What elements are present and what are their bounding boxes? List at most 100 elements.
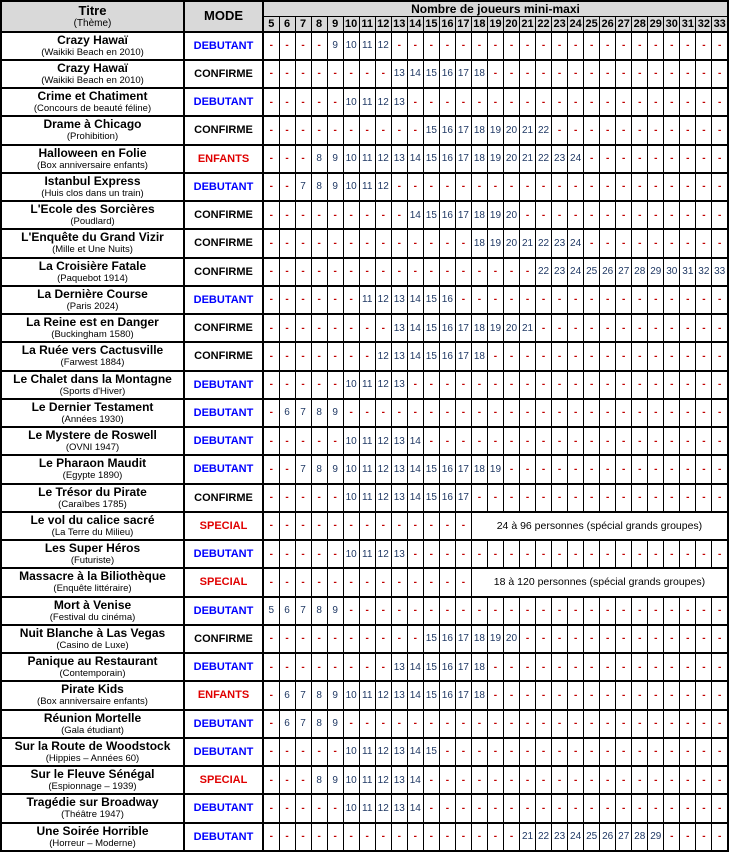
empty-dash-cell: -: [406, 567, 424, 598]
empty-dash-cell: -: [615, 143, 633, 174]
game-title-cell: L'Ecole des Sorcières (Poudlard): [0, 199, 185, 230]
empty-dash-cell: -: [454, 708, 472, 739]
game-title: Le vol du calice sacré: [30, 512, 155, 527]
empty-dash-cell: -: [310, 86, 328, 117]
empty-dash-cell: -: [438, 86, 456, 117]
empty-dash-cell: -: [711, 341, 729, 372]
empty-dash-cell: -: [663, 595, 681, 626]
empty-dash-cell: -: [406, 538, 424, 569]
empty-dash-cell: -: [615, 595, 633, 626]
empty-dash-cell: -: [310, 199, 328, 230]
empty-dash-cell: -: [583, 199, 601, 230]
table-row: Le vol du calice sacré (La Terre du Milie…: [0, 510, 729, 541]
empty-dash-cell: -: [535, 595, 553, 626]
empty-dash-cell: -: [663, 538, 681, 569]
player-count-cell: 13: [390, 651, 408, 682]
mode-cell: CONFIRME: [183, 256, 264, 287]
mode-cell: DEBUTANT: [183, 538, 264, 569]
player-count-cell: 28: [631, 821, 649, 852]
empty-dash-cell: -: [663, 341, 681, 372]
player-count-cell: 16: [438, 454, 456, 485]
empty-dash-cell: -: [502, 425, 521, 456]
player-count-cell: 5: [262, 595, 280, 626]
empty-dash-cell: -: [551, 312, 569, 343]
player-count-cell: 14: [406, 482, 424, 513]
empty-dash-cell: -: [326, 510, 344, 541]
player-count-column-header: 27: [615, 16, 633, 32]
empty-dash-cell: -: [663, 397, 681, 428]
game-title: Sur la Route de Woodstock: [14, 738, 171, 753]
game-title-cell: Crazy Hawaï (Waikiki Beach en 2010): [0, 30, 185, 61]
empty-dash-cell: -: [599, 595, 617, 626]
player-count-column-header: 21: [518, 16, 537, 32]
game-theme: (Contemporain): [59, 668, 126, 680]
player-count-column-header: 8: [310, 16, 328, 32]
empty-dash-cell: -: [470, 256, 488, 287]
empty-dash-cell: -: [374, 821, 392, 852]
empty-dash-cell: -: [615, 538, 633, 569]
player-count-cell: 21: [518, 143, 537, 174]
empty-dash-cell: -: [294, 651, 312, 682]
player-count-cell: 7: [294, 708, 312, 739]
special-group-range-cell: 18 à 120 personnes (spécial grands group…: [470, 567, 729, 598]
empty-dash-cell: -: [406, 595, 424, 626]
empty-dash-cell: -: [679, 115, 697, 146]
empty-dash-cell: -: [711, 86, 729, 117]
empty-dash-cell: -: [374, 58, 392, 89]
mode-cell: CONFIRME: [183, 341, 264, 372]
empty-dash-cell: -: [567, 793, 585, 824]
table-row: La Dernière Course (Paris 2024) DEBUTANT - -…: [0, 284, 729, 315]
player-count-cell: 10: [342, 538, 360, 569]
player-count-cell: 31: [679, 256, 697, 287]
empty-dash-cell: -: [262, 312, 280, 343]
empty-dash-cell: -: [278, 538, 296, 569]
empty-dash-cell: -: [647, 58, 665, 89]
player-count-cell: 20: [502, 228, 521, 259]
game-title-cell: Le Pharaon Maudit (Egypte 1890): [0, 454, 185, 485]
empty-dash-cell: -: [438, 171, 456, 202]
empty-dash-cell: -: [454, 793, 472, 824]
empty-dash-cell: -: [502, 708, 521, 739]
player-count-cell: 12: [374, 143, 392, 174]
mode-cell: DEBUTANT: [183, 397, 264, 428]
table-row: L'Ecole des Sorcières (Poudlard) CONFIRME -…: [0, 199, 729, 230]
game-theme: (Poudlard): [70, 216, 115, 228]
empty-dash-cell: -: [518, 482, 537, 513]
empty-dash-cell: -: [310, 736, 328, 767]
player-count-cell: 18: [470, 143, 488, 174]
game-title-cell: Crazy Hawaï (Waikiki Beach en 2010): [0, 58, 185, 89]
game-title-cell: Crime et Chatiment (Concours de beauté fé…: [0, 86, 185, 117]
player-count-cell: 6: [278, 708, 296, 739]
empty-dash-cell: -: [310, 510, 328, 541]
empty-dash-cell: -: [326, 482, 344, 513]
game-title: Istanbul Express: [44, 173, 141, 188]
empty-dash-cell: -: [647, 425, 665, 456]
empty-dash-cell: -: [262, 567, 280, 598]
empty-dash-cell: -: [326, 312, 344, 343]
empty-dash-cell: -: [326, 58, 344, 89]
player-count-cell: 15: [422, 341, 440, 372]
empty-dash-cell: -: [599, 284, 617, 315]
player-count-cell: 15: [422, 115, 440, 146]
empty-dash-cell: -: [647, 397, 665, 428]
table-row: Le Chalet dans la Montagne (Sports d'Hive…: [0, 369, 729, 400]
empty-dash-cell: -: [262, 341, 280, 372]
player-count-cell: 14: [406, 199, 424, 230]
empty-dash-cell: -: [647, 143, 665, 174]
empty-dash-cell: -: [679, 454, 697, 485]
player-count-column-header: 9: [326, 16, 344, 32]
empty-dash-cell: -: [422, 397, 440, 428]
game-theme: (Gala étudiant): [61, 724, 124, 736]
empty-dash-cell: -: [454, 284, 472, 315]
empty-dash-cell: -: [486, 482, 504, 513]
empty-dash-cell: -: [551, 680, 569, 711]
empty-dash-cell: -: [711, 58, 729, 89]
empty-dash-cell: -: [567, 171, 585, 202]
player-count-cell: 13: [390, 58, 408, 89]
empty-dash-cell: -: [470, 86, 488, 117]
player-count-cell: 14: [406, 284, 424, 315]
empty-dash-cell: -: [711, 595, 729, 626]
empty-dash-cell: -: [406, 510, 424, 541]
game-theme: (La Terre du Milieu): [51, 526, 134, 538]
